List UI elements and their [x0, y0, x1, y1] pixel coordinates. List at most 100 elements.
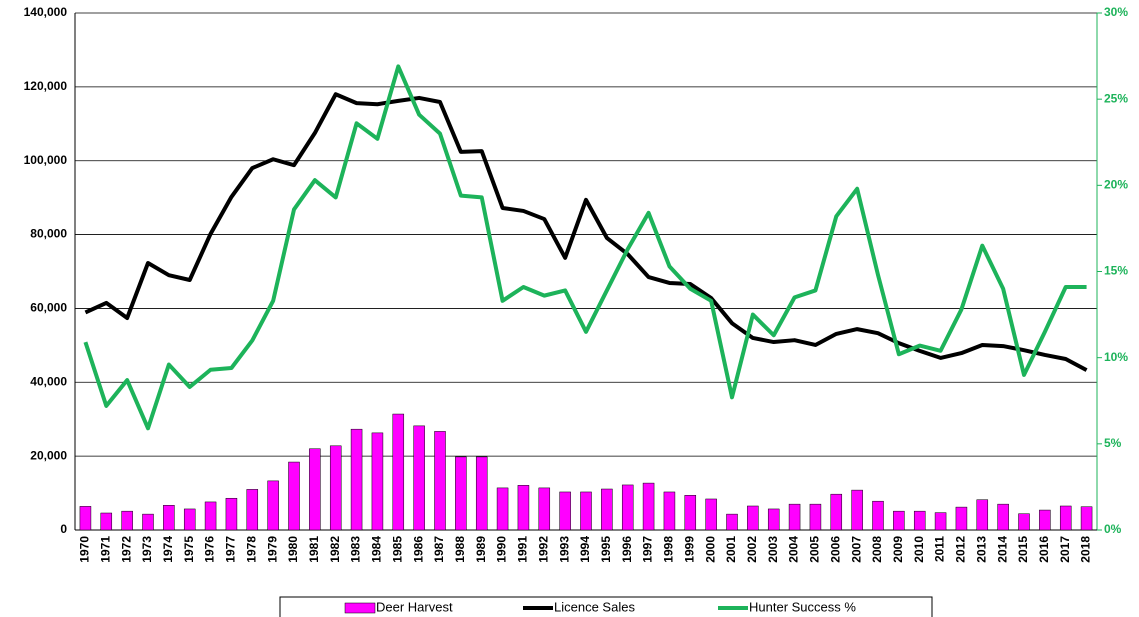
x-tick-label: 1978 — [244, 536, 258, 563]
bar — [79, 506, 92, 531]
bar — [809, 503, 822, 531]
x-tick-label: 2005 — [808, 536, 822, 563]
x-tick-label: 1982 — [328, 536, 342, 563]
bar — [851, 489, 863, 531]
bar — [434, 431, 446, 531]
bar — [392, 413, 405, 531]
bar — [788, 503, 801, 531]
bar — [830, 493, 843, 531]
bar — [538, 487, 551, 531]
bar — [142, 513, 154, 531]
bar — [204, 501, 217, 531]
y2-tick-label: 15% — [1104, 264, 1128, 278]
y2-tick-label: 10% — [1104, 350, 1128, 364]
x-tick-label: 1980 — [286, 536, 300, 563]
bar — [1080, 506, 1093, 531]
bar — [517, 485, 530, 531]
bar — [726, 513, 738, 531]
x-tick-label: 2001 — [724, 536, 738, 563]
y-tick-label: 20,000 — [30, 448, 67, 462]
x-tick-label: 2010 — [912, 536, 926, 563]
y-tick-label: 80,000 — [30, 227, 67, 241]
x-tick-label: 1987 — [432, 536, 446, 563]
bar — [1039, 509, 1051, 531]
bar — [684, 495, 697, 531]
x-tick-label: 2009 — [891, 536, 905, 563]
x-tick-label: 1998 — [662, 536, 676, 563]
y-tick-label: 0 — [60, 522, 67, 536]
legend-label: Hunter Success % — [749, 599, 856, 614]
bar — [559, 491, 571, 531]
x-tick-label: 1972 — [119, 536, 133, 563]
x-tick-label: 2015 — [1016, 536, 1030, 563]
bar — [976, 499, 989, 531]
bar — [1059, 505, 1072, 531]
x-tick-label: 1991 — [516, 536, 530, 563]
x-tick-label: 2017 — [1058, 536, 1072, 563]
bar — [163, 505, 175, 531]
x-tick-label: 1970 — [78, 536, 92, 563]
x-tick-label: 1974 — [161, 536, 175, 563]
bar — [642, 482, 655, 531]
bar — [350, 428, 363, 531]
legend-box — [279, 596, 933, 617]
x-tick-label: 2006 — [828, 536, 842, 563]
y-tick-label: 120,000 — [24, 79, 68, 93]
x-tick-label: 1983 — [349, 536, 363, 563]
bar — [455, 456, 467, 531]
bar — [475, 456, 488, 531]
x-tick-label: 1984 — [370, 536, 384, 563]
x-tick-label: 2012 — [954, 536, 968, 563]
x-tick-label: 2018 — [1079, 536, 1093, 563]
bar — [225, 497, 238, 531]
x-tick-label: 2011 — [933, 536, 947, 562]
bar — [705, 498, 717, 531]
x-tick-label: 1976 — [203, 536, 217, 563]
x-tick-label: 1985 — [390, 536, 404, 563]
bar — [183, 508, 196, 531]
bar — [1018, 513, 1030, 531]
x-tick-label: 1988 — [453, 536, 467, 563]
y2-tick-label: 25% — [1104, 91, 1128, 105]
x-tick-label: 1981 — [307, 536, 321, 563]
x-tick-label: 2002 — [745, 536, 759, 563]
bar — [496, 487, 509, 531]
bar — [893, 510, 905, 531]
x-tick-label: 1977 — [224, 536, 238, 563]
bar — [872, 500, 884, 531]
y2-tick-label: 30% — [1104, 5, 1128, 19]
x-tick-label: 1989 — [474, 536, 488, 563]
x-tick-label: 1999 — [682, 536, 696, 563]
legend-label: Deer Harvest — [376, 599, 453, 614]
bar — [288, 461, 300, 531]
bar — [121, 510, 133, 531]
y2-tick-label: 0% — [1104, 522, 1122, 536]
x-tick-label: 2000 — [703, 536, 717, 563]
bar — [601, 488, 613, 531]
x-tick-label: 1971 — [98, 536, 112, 563]
bar — [621, 484, 634, 531]
y-tick-label: 60,000 — [30, 301, 67, 315]
x-tick-label: 1973 — [140, 536, 154, 563]
x-tick-label: 1992 — [536, 536, 550, 563]
x-tick-label: 1993 — [557, 536, 571, 563]
y2-tick-label: 5% — [1104, 436, 1122, 450]
bar — [955, 506, 968, 531]
bar — [747, 505, 759, 531]
y-tick-label: 100,000 — [24, 153, 68, 167]
x-tick-label: 1997 — [641, 536, 655, 563]
x-tick-label: 1994 — [578, 536, 592, 563]
bar — [371, 432, 384, 531]
bar — [663, 491, 676, 531]
line-series — [84, 92, 1088, 372]
y-tick-label: 140,000 — [24, 5, 68, 19]
bar — [309, 448, 321, 531]
y2-tick-label: 20% — [1104, 178, 1128, 192]
x-tick-label: 2003 — [766, 536, 780, 563]
bar — [913, 510, 926, 531]
x-tick-label: 1990 — [495, 536, 509, 563]
x-tick-label: 2016 — [1037, 536, 1051, 563]
bar — [767, 508, 780, 531]
x-tick-label: 1979 — [265, 536, 279, 563]
x-tick-label: 1995 — [599, 536, 613, 563]
